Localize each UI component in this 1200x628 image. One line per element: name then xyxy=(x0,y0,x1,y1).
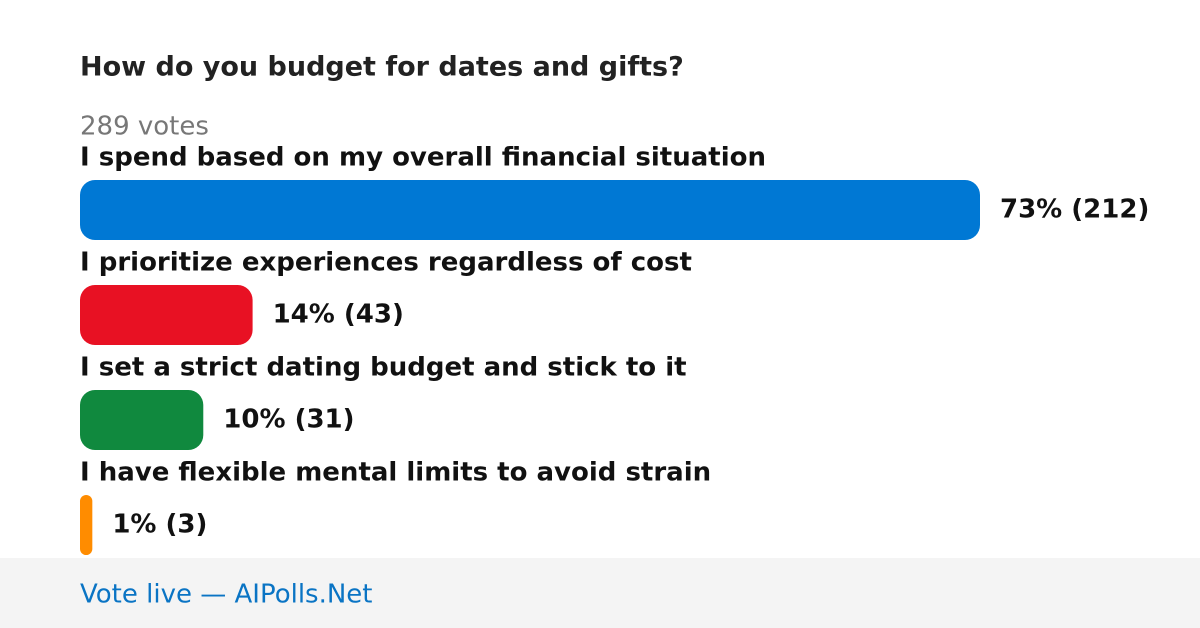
value-label: 10% (31) xyxy=(223,405,354,435)
value-label: 14% (43) xyxy=(273,300,404,330)
value-label: 1% (3) xyxy=(112,510,207,540)
vote-count: 289 votes xyxy=(80,112,209,142)
footer-band xyxy=(0,558,1200,628)
option-label: I set a strict dating budget and stick t… xyxy=(80,353,687,383)
bar xyxy=(80,180,980,240)
bar xyxy=(80,390,204,450)
option-label: I prioritize experiences regardless of c… xyxy=(80,248,692,278)
option-label: I spend based on my overall financial si… xyxy=(80,143,766,173)
poll-title: How do you budget for dates and gifts? xyxy=(80,52,684,83)
value-label: 73% (212) xyxy=(1000,195,1149,225)
bar xyxy=(80,495,93,555)
option-label: I have flexible mental limits to avoid s… xyxy=(80,458,711,488)
footer-link[interactable]: Vote live — AIPolls.Net xyxy=(80,580,373,610)
bar xyxy=(80,285,253,345)
